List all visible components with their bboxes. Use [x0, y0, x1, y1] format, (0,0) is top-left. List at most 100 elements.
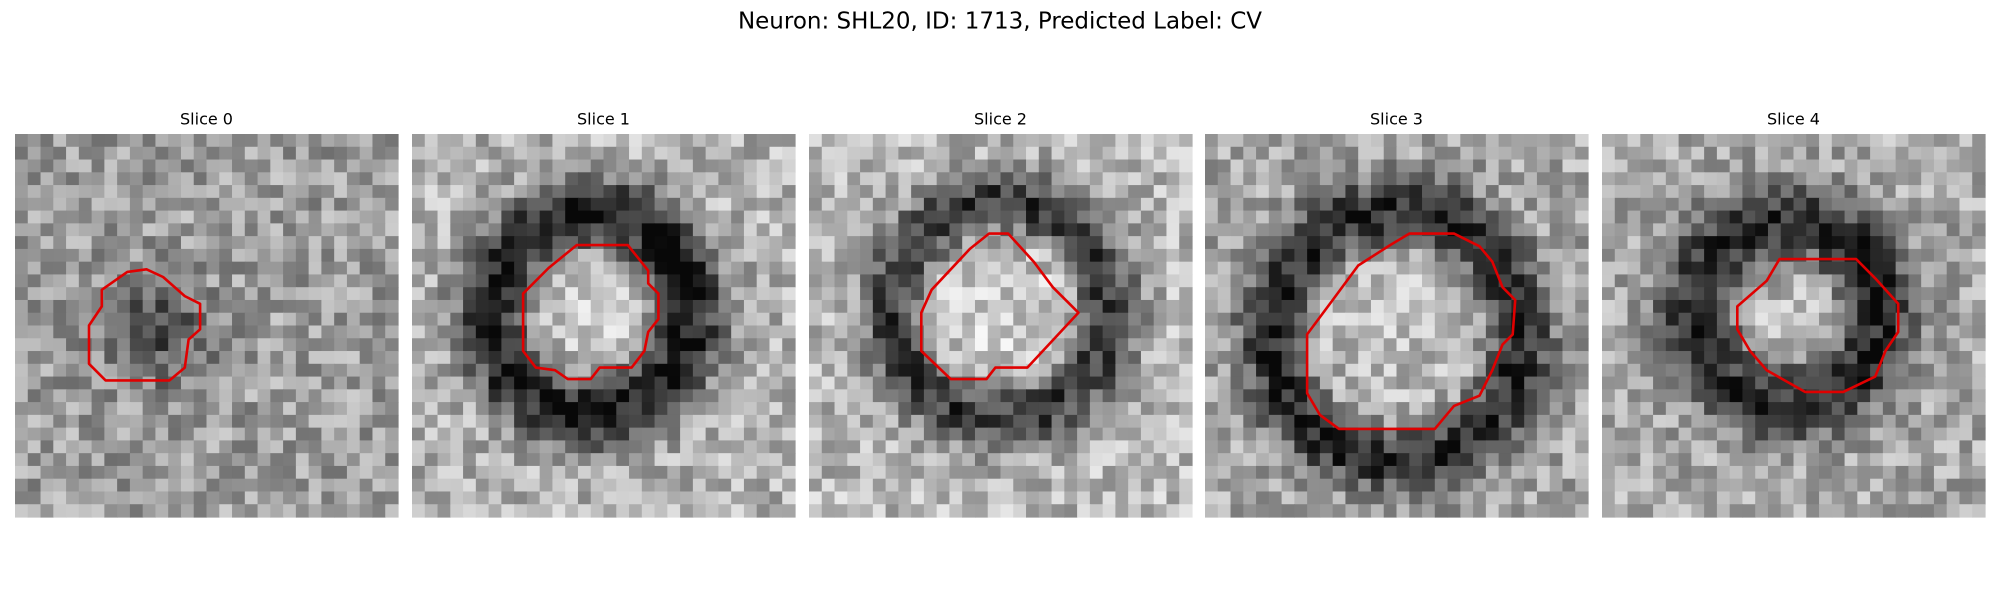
pixel	[437, 478, 451, 493]
pixel	[463, 248, 477, 263]
pixel	[1742, 427, 1756, 441]
pixel	[1102, 274, 1116, 288]
pixel	[1959, 325, 1973, 339]
pixel	[1562, 223, 1576, 237]
pixel	[219, 376, 233, 390]
pixel	[1933, 504, 1948, 518]
pixel	[962, 299, 976, 314]
pixel	[1716, 146, 1731, 161]
pixel	[872, 351, 887, 365]
pixel	[501, 197, 515, 212]
pixel	[847, 274, 861, 288]
pixel	[692, 402, 707, 416]
pixel	[1000, 440, 1014, 454]
pixel	[590, 453, 605, 467]
pixel	[782, 478, 796, 493]
pixel	[91, 376, 105, 390]
pixel	[577, 491, 592, 505]
pixel	[641, 491, 656, 505]
pixel	[1230, 402, 1244, 416]
pixel	[155, 210, 169, 224]
pixel	[15, 197, 29, 212]
pixel	[552, 210, 566, 224]
pixel	[1959, 172, 1973, 186]
pixel	[346, 210, 361, 224]
pixel	[27, 299, 42, 314]
pixel	[514, 478, 528, 493]
pixel	[552, 453, 566, 467]
pixel	[412, 197, 426, 212]
pixel	[565, 223, 579, 237]
pixel	[1000, 236, 1014, 250]
pixel	[667, 159, 681, 173]
pixel	[1755, 491, 1769, 505]
pixel	[1383, 287, 1398, 301]
pixel	[1742, 465, 1756, 480]
pixel	[1895, 363, 1909, 378]
pixel	[526, 338, 541, 352]
pixel	[1000, 172, 1014, 186]
pixel	[1665, 338, 1680, 352]
pixel	[1000, 363, 1014, 378]
pixel	[193, 223, 208, 237]
pixel	[1128, 427, 1142, 441]
pixel	[1000, 159, 1014, 173]
pixel	[782, 134, 796, 148]
pixel	[53, 287, 67, 301]
pixel	[1166, 453, 1180, 467]
pixel	[1166, 185, 1180, 199]
pixel	[1434, 402, 1449, 416]
pixel	[232, 453, 246, 467]
pixel	[1000, 134, 1014, 148]
pixel	[15, 440, 29, 454]
pixel	[1230, 440, 1244, 454]
pixel	[385, 504, 399, 518]
pixel	[1383, 440, 1398, 454]
pixel	[1908, 274, 1922, 288]
pixel	[1972, 185, 1986, 199]
pixel	[1153, 172, 1168, 186]
pixel	[1742, 197, 1756, 212]
pixel	[244, 351, 259, 365]
pixel	[577, 312, 592, 327]
pixel	[1602, 325, 1616, 339]
pixel	[962, 325, 976, 339]
pixel	[1345, 376, 1359, 390]
pixel	[1268, 325, 1283, 339]
pixel	[1536, 491, 1551, 505]
pixel	[1665, 453, 1680, 467]
pixel	[923, 465, 938, 480]
pixel	[1780, 261, 1795, 276]
pixel	[1319, 236, 1334, 250]
pixel	[501, 261, 515, 276]
pixel	[334, 248, 348, 263]
pixel	[1640, 236, 1654, 250]
pixel	[1524, 248, 1538, 263]
pixel	[1294, 312, 1308, 327]
pixel	[359, 491, 374, 505]
pixel	[463, 236, 477, 250]
pixel	[782, 465, 796, 480]
pixel	[1102, 402, 1116, 416]
pixel	[1051, 427, 1065, 441]
pixel	[1064, 172, 1078, 186]
pixel	[53, 274, 67, 288]
pixel	[1549, 146, 1564, 161]
pixel	[257, 248, 271, 263]
pixel	[27, 414, 42, 429]
pixel	[1921, 453, 1935, 467]
pixel	[1358, 146, 1372, 161]
pixel	[1102, 134, 1116, 148]
pixel	[1575, 402, 1589, 416]
pixel	[667, 504, 681, 518]
pixel	[1434, 134, 1449, 148]
pixel	[923, 491, 938, 505]
pixel	[1128, 210, 1142, 224]
pixel	[1831, 427, 1846, 441]
pixel	[847, 402, 861, 416]
pixel	[1422, 414, 1436, 429]
pixel	[488, 312, 502, 327]
pixel	[1524, 440, 1538, 454]
pixel	[514, 159, 528, 173]
pixel	[142, 402, 157, 416]
